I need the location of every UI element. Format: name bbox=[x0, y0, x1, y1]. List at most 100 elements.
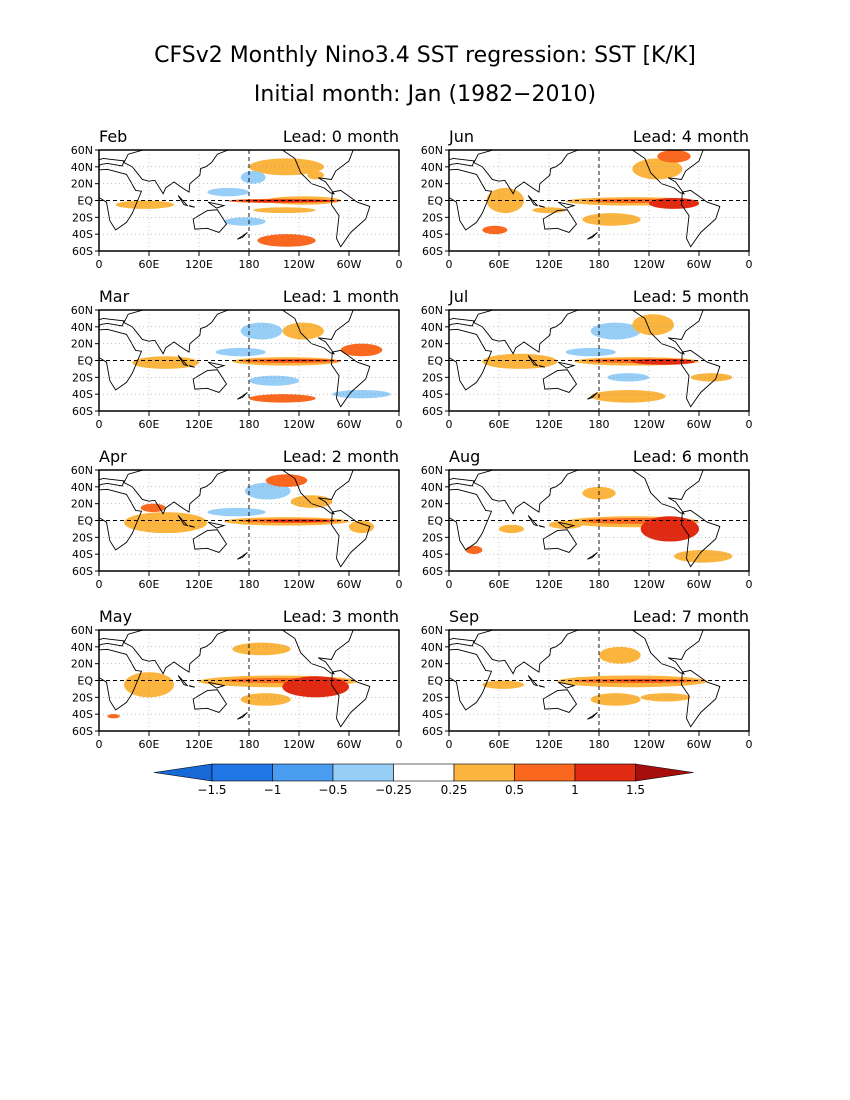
colorbar-swatch bbox=[272, 763, 334, 782]
anomaly-shading bbox=[632, 158, 683, 180]
anomaly-shading bbox=[240, 693, 291, 706]
figure-subtitle: Initial month: Jan (1982−2010) bbox=[254, 82, 596, 107]
anomaly-shading bbox=[224, 217, 266, 226]
coastline bbox=[557, 201, 576, 209]
panel-month-label: Sep bbox=[449, 607, 479, 626]
lon-tick-label: 0 bbox=[96, 258, 103, 271]
colorbar-low-extend bbox=[153, 763, 213, 782]
coastline bbox=[587, 232, 598, 240]
anomaly-shading bbox=[132, 356, 199, 369]
lon-tick-label: 0 bbox=[446, 258, 453, 271]
coastline bbox=[542, 529, 578, 554]
lon-tick-label: 60E bbox=[489, 738, 510, 751]
coastline bbox=[237, 552, 248, 560]
colorbar-swatch bbox=[332, 763, 394, 782]
panel-lead-label: Lead: 4 month bbox=[633, 127, 749, 146]
colorbar-high-extend bbox=[635, 763, 694, 782]
coastline bbox=[276, 470, 354, 515]
anomaly-shading bbox=[249, 394, 316, 403]
lon-tick-label: 120W bbox=[633, 578, 665, 591]
lat-tick-label: 60N bbox=[421, 464, 443, 477]
coastline bbox=[527, 515, 539, 527]
lat-tick-label: 60S bbox=[422, 405, 443, 418]
lat-tick-label: 60N bbox=[421, 624, 443, 637]
figure-title: CFSv2 Monthly Nino3.4 SST regression: SS… bbox=[154, 43, 696, 68]
coastline bbox=[188, 365, 195, 368]
lat-tick-label: 20S bbox=[72, 531, 93, 544]
lat-tick-label: EQ bbox=[427, 195, 443, 208]
panel-month-label: Jun bbox=[448, 127, 474, 146]
map-field bbox=[449, 310, 749, 411]
lat-tick-label: EQ bbox=[427, 355, 443, 368]
coastline bbox=[473, 310, 580, 355]
lat-tick-label: 20N bbox=[421, 178, 443, 191]
coastline bbox=[192, 529, 228, 554]
anomaly-shading bbox=[332, 389, 391, 399]
coastline bbox=[237, 392, 248, 400]
lon-tick-label: 120E bbox=[185, 578, 213, 591]
panel-lead-label: Lead: 5 month bbox=[633, 287, 749, 306]
anomaly-shading bbox=[215, 347, 266, 357]
coastline bbox=[331, 669, 371, 728]
lon-tick-label: 0 bbox=[96, 738, 103, 751]
map-field bbox=[99, 470, 399, 571]
anomaly-shading bbox=[307, 171, 324, 180]
panel-month-label: Aug bbox=[449, 447, 480, 466]
lat-tick-label: 20N bbox=[421, 338, 443, 351]
anomaly-shading bbox=[590, 389, 666, 403]
coastline bbox=[123, 150, 230, 195]
lat-tick-label: 40N bbox=[421, 161, 443, 174]
anomaly-shading bbox=[499, 524, 524, 534]
anomaly-shading bbox=[657, 150, 691, 163]
coastline bbox=[681, 669, 721, 728]
lat-tick-label: 20N bbox=[71, 498, 93, 511]
lon-tick-label: 0 bbox=[396, 258, 403, 271]
lat-tick-label: 60N bbox=[71, 144, 93, 157]
lon-tick-label: 60W bbox=[337, 418, 362, 431]
map-field bbox=[99, 310, 399, 411]
lat-tick-label: 60S bbox=[422, 565, 443, 578]
coastline bbox=[99, 648, 143, 711]
coastline bbox=[626, 150, 704, 195]
coastline bbox=[538, 205, 545, 208]
lat-tick-label: 40S bbox=[72, 388, 93, 401]
lat-tick-label: 40N bbox=[71, 641, 93, 654]
anomaly-shading bbox=[482, 680, 524, 689]
anomaly-shading bbox=[549, 520, 583, 529]
lat-tick-label: 20N bbox=[71, 338, 93, 351]
anomaly-shading bbox=[290, 495, 333, 508]
lat-tick-label: 20N bbox=[71, 178, 93, 191]
lat-tick-label: 40N bbox=[421, 641, 443, 654]
lon-tick-label: 60E bbox=[489, 258, 510, 271]
anomaly-shading bbox=[207, 507, 266, 517]
colorbar: −1.5 −1 −0.5 −0.25 0.25 0.5 1 1.5 bbox=[153, 763, 694, 797]
panel-month-label: Jul bbox=[448, 287, 468, 306]
lat-tick-label: EQ bbox=[427, 675, 443, 688]
lon-tick-label: 0 bbox=[96, 578, 103, 591]
lon-tick-label: 0 bbox=[446, 578, 453, 591]
panel-month-label: Mar bbox=[99, 287, 130, 306]
lon-tick-label: 60W bbox=[337, 738, 362, 751]
coastline bbox=[527, 355, 539, 367]
panel-lead-label: Lead: 2 month bbox=[283, 447, 399, 466]
anomaly-shading bbox=[282, 322, 324, 340]
coastline bbox=[587, 712, 598, 720]
lon-tick-label: 60W bbox=[687, 578, 712, 591]
lon-tick-label: 0 bbox=[746, 578, 753, 591]
anomaly-shading bbox=[265, 474, 308, 487]
anomaly-shading bbox=[349, 520, 374, 534]
anomaly-shading bbox=[690, 373, 733, 382]
coastline bbox=[123, 630, 230, 675]
lat-tick-label: EQ bbox=[77, 195, 93, 208]
coastline bbox=[626, 630, 704, 675]
anomaly-shading bbox=[124, 672, 174, 698]
lat-tick-label: 20S bbox=[422, 211, 443, 224]
coastline bbox=[331, 349, 371, 408]
coastline bbox=[527, 675, 539, 687]
coastline bbox=[188, 525, 195, 528]
coastline bbox=[237, 232, 248, 240]
lon-tick-label: 0 bbox=[96, 418, 103, 431]
